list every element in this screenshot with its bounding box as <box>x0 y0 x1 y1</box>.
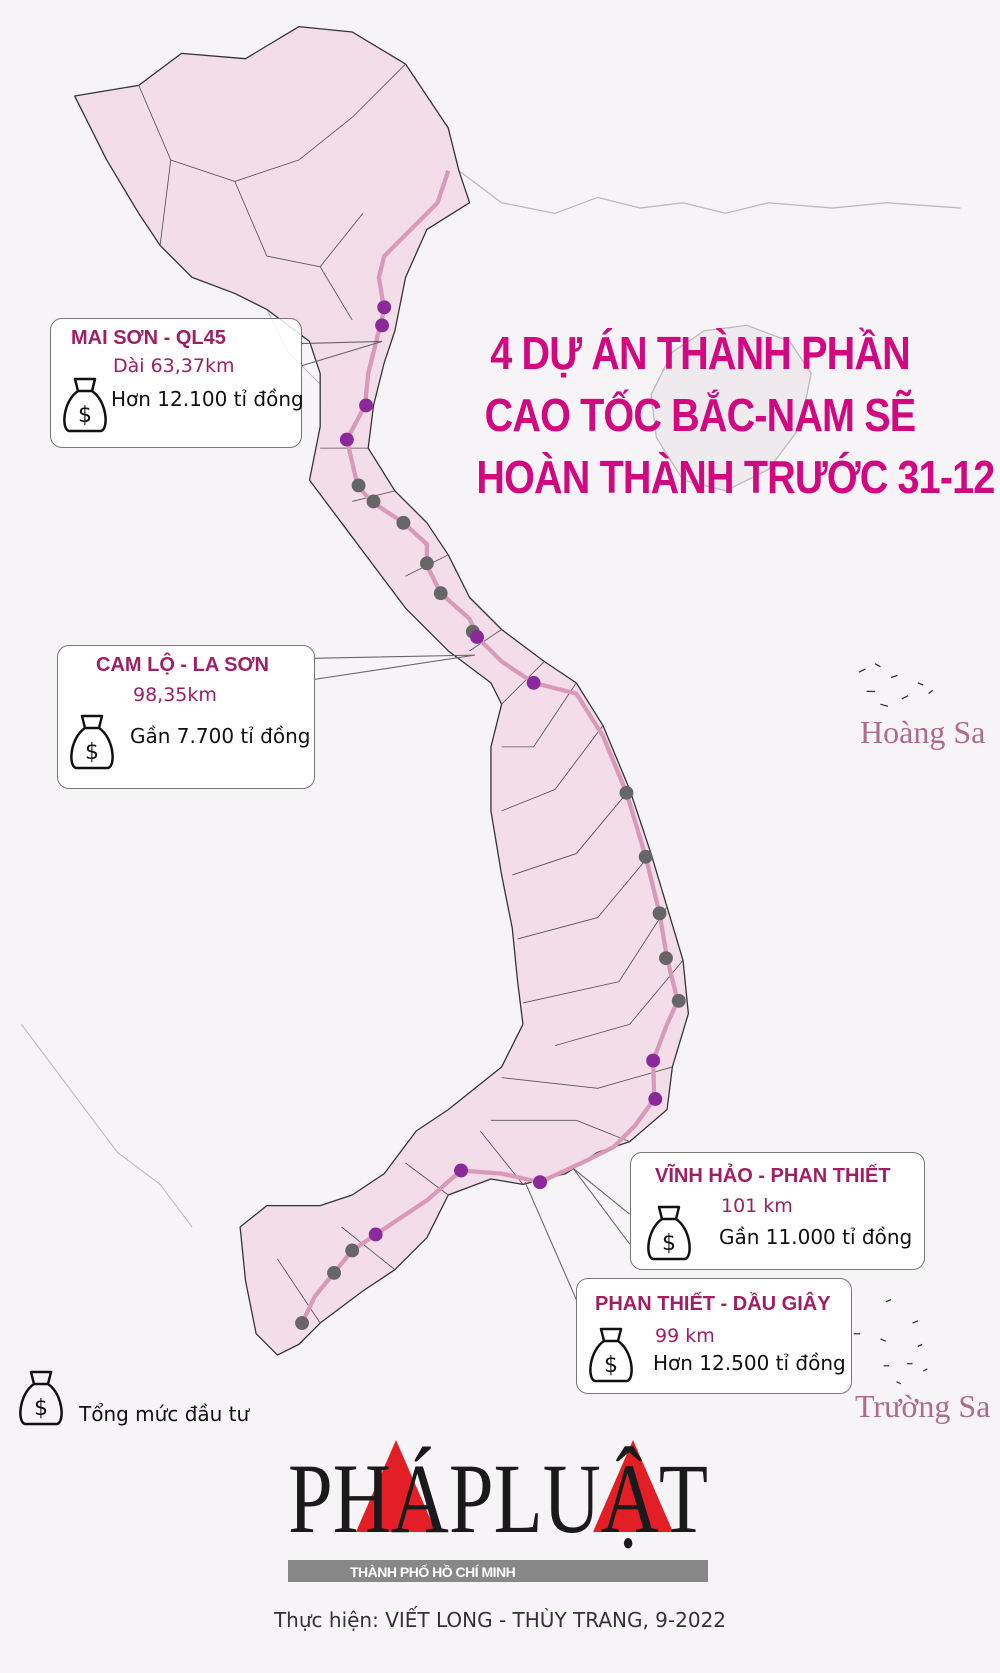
route-stop-purple <box>359 398 373 413</box>
headline-line-1: 4 DỰ ÁN THÀNH PHẦN <box>490 327 910 379</box>
route-stop-grey <box>366 494 381 509</box>
credit-line: Thực hiện: VIẾT LONG - THÙY TRANG, 9-202… <box>273 1608 727 1632</box>
project-cost: Gần 11.000 tỉ đồng <box>719 1225 913 1249</box>
route-stop-grey <box>671 993 686 1008</box>
route-stop-purple <box>470 630 484 644</box>
money-bag-icon: $ <box>647 1205 691 1261</box>
expressway-route <box>300 170 680 1324</box>
money-bag-icon: $ <box>63 377 107 433</box>
money-bag-icon: $ <box>19 1370 63 1426</box>
route-stop-grey <box>659 951 673 966</box>
project-card-cam-lo: CAM LỘ - LA SƠN 98,35km $ Gần 7.700 tỉ đ… <box>57 645 315 789</box>
route-stop-purple <box>375 318 390 333</box>
route-stop-grey <box>295 1316 309 1330</box>
project-name: CAM LỘ - LA SƠN <box>96 654 269 676</box>
route-stop-purple <box>646 1053 661 1068</box>
route-stop-purple <box>454 1163 468 1178</box>
route-stop-purple <box>533 1175 547 1190</box>
route-stop-grey <box>345 1243 360 1258</box>
route-stop-grey <box>327 1265 341 1280</box>
headline-line-3: HOÀN THÀNH TRƯỚC 31-12 <box>476 451 995 503</box>
truong-sa-islands <box>853 1298 928 1385</box>
project-name: MAI SƠN - QL45 <box>71 327 226 349</box>
logo-sub-text: THÀNH PHỐ HỒ CHÍ MINH <box>350 1563 516 1580</box>
project-length: 101 km <box>721 1195 793 1217</box>
headline-line-2: CAO TỐC BẮC-NAM SẼ <box>484 389 917 441</box>
project-card-vinh-hao: VĨNH HẢO - PHAN THIẾT 101 km $ Gần 11.00… <box>630 1152 925 1270</box>
money-bag-icon: $ <box>70 714 114 770</box>
headline: 4 DỰ ÁN THÀNH PHẦN CAO TỐC BẮC-NAM SẼ HO… <box>476 322 995 508</box>
svg-text:$: $ <box>85 740 99 765</box>
route-stop-grey <box>433 586 448 601</box>
logo-main-text: PHÁPLUẬT <box>288 1443 708 1554</box>
callout-lines <box>300 340 631 1300</box>
province-borders <box>138 63 684 1324</box>
route-stop-grey <box>351 478 366 493</box>
project-name: VĨNH HẢO - PHAN THIẾT <box>655 1165 891 1187</box>
project-cost: Hơn 12.100 tỉ đồng <box>111 387 304 411</box>
project-length: 98,35km <box>133 684 217 706</box>
route-stop-grey <box>396 515 411 530</box>
project-length: Dài 63,37km <box>113 355 235 377</box>
money-bag-icon: $ <box>589 1327 633 1383</box>
svg-text:$: $ <box>78 403 92 428</box>
project-card-phan-thiet: PHAN THIẾT - DẦU GIÂY 99 km $ Hơn 12.500… <box>576 1278 852 1394</box>
route-stop-grey <box>619 785 634 800</box>
svg-text:$: $ <box>34 1396 48 1421</box>
hainan-island <box>650 324 812 492</box>
project-length: 99 km <box>655 1325 715 1347</box>
route-stop-grey <box>419 556 434 571</box>
route-stop-purple <box>648 1092 663 1106</box>
svg-text:$: $ <box>662 1231 676 1256</box>
route-stop-grey <box>652 906 667 921</box>
label-truong-sa: Trường Sa <box>855 1388 991 1424</box>
route-stop-grey <box>638 849 653 864</box>
route-stop-purple <box>339 432 354 447</box>
china-coast <box>458 170 961 215</box>
svg-text:$: $ <box>604 1353 618 1378</box>
project-cost: Gần 7.700 tỉ đồng <box>130 724 311 748</box>
label-hoang-sa: Hoàng Sa <box>860 714 986 750</box>
project-cost: Hơn 12.500 tỉ đồng <box>653 1351 846 1375</box>
route-stop-purple <box>526 675 541 690</box>
route-stop-purple <box>377 300 392 315</box>
hoang-sa-islands <box>858 663 934 707</box>
project-name: PHAN THIẾT - DẦU GIÂY <box>595 1293 831 1315</box>
vietnam-land <box>74 26 690 1356</box>
phap-luat-logo: PHÁPLUẬT THÀNH PHỐ HỒ CHÍ MINH <box>288 1440 708 1582</box>
project-card-mai-son: MAI SƠN - QL45 Dài 63,37km $ Hơn 12.100 … <box>50 318 304 448</box>
route-stop-purple <box>368 1227 383 1242</box>
legend-label: Tổng mức đầu tư <box>79 1402 250 1426</box>
